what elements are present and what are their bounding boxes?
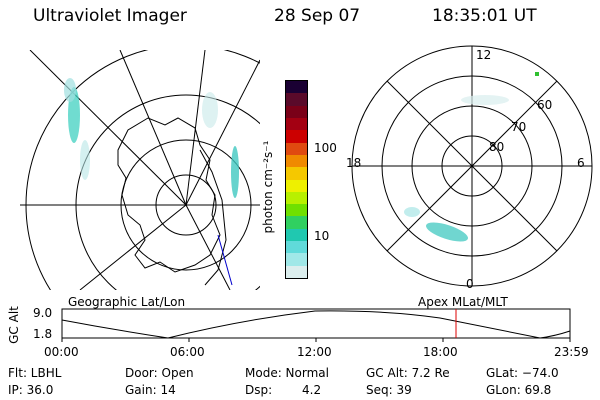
colorbar-swatch xyxy=(286,81,307,94)
colorbar-swatch xyxy=(286,105,307,118)
colorbar-swatch xyxy=(286,191,307,205)
status-glat: GLat: −74.0 xyxy=(486,366,559,380)
status-gain: Gain: 14 xyxy=(125,383,176,397)
status-seq: Seq: 39 xyxy=(366,383,412,397)
status-dsp-label: Dsp: xyxy=(245,383,273,397)
colorbar-swatch xyxy=(286,167,307,180)
status-mode: Mode: Normal xyxy=(245,366,329,380)
mlt-label-6: 6 xyxy=(577,156,585,170)
aurora-emission xyxy=(64,78,239,198)
colorbar-tick-10: 10 xyxy=(314,229,330,243)
y-tick-1-8: 1.8 xyxy=(33,327,53,341)
colorbar-swatch xyxy=(286,216,307,229)
mlat-label-80: 80 xyxy=(489,140,505,154)
x-tick-1800: 18:00 xyxy=(423,345,458,359)
colorbar xyxy=(285,80,308,279)
x-tick-0600: 06:00 xyxy=(170,345,205,359)
colorbar-swatch xyxy=(286,179,307,192)
polar-aurora-emission xyxy=(404,72,539,242)
mlat-label-70: 70 xyxy=(511,120,527,134)
geographic-label: Geographic Lat/Lon xyxy=(68,295,186,309)
colorbar-swatch xyxy=(286,204,307,217)
apex-label: Apex MLat/MLT xyxy=(418,295,508,309)
mlat-label-60: 60 xyxy=(537,98,553,112)
x-tick-0000: 00:00 xyxy=(44,345,79,359)
status-gc-alt: GC Alt: 7.2 Re xyxy=(366,366,450,380)
x-tick-1200: 12:00 xyxy=(297,345,332,359)
status-flt: Flt: LBHL xyxy=(8,366,62,380)
colorbar-swatch xyxy=(286,117,307,131)
instrument-title: Ultraviolet Imager xyxy=(33,6,187,26)
colorbar-swatch xyxy=(286,93,307,106)
mlt-label-12: 12 xyxy=(476,48,492,62)
colorbar-swatch xyxy=(286,154,307,168)
status-glon: GLon: 69.8 xyxy=(486,383,552,397)
colorbar-swatch xyxy=(286,265,307,278)
colorbar-swatch xyxy=(286,253,307,266)
x-tick-2359: 23:59 xyxy=(554,345,589,359)
colorbar-swatch xyxy=(286,228,307,242)
y-tick-9: 9.0 xyxy=(33,306,53,320)
date-label: 28 Sep 07 xyxy=(274,6,361,26)
status-ip: IP: 36.0 xyxy=(8,383,54,397)
time-label: 18:35:01 UT xyxy=(432,6,537,26)
colorbar-swatch xyxy=(286,241,307,254)
colorbar-swatch xyxy=(286,142,307,155)
status-door: Door: Open xyxy=(125,366,194,380)
mlt-label-0: 0 xyxy=(466,277,474,291)
mlt-label-18: 18 xyxy=(346,156,362,170)
colorbar-swatch xyxy=(286,130,307,143)
status-dsp-value: 4.2 xyxy=(302,383,322,397)
colorbar-tick-100: 100 xyxy=(314,141,337,155)
